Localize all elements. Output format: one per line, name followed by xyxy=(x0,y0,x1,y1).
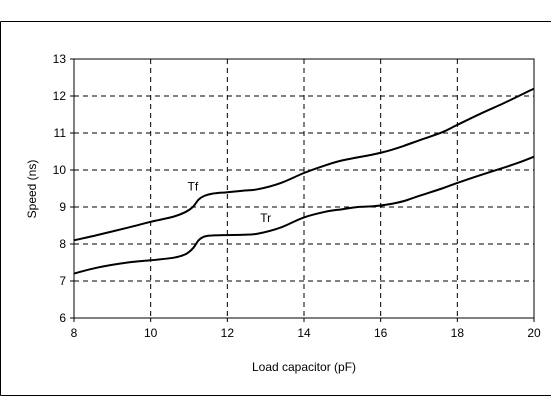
y-tick-label: 7 xyxy=(59,274,66,288)
y-tick-label: 6 xyxy=(59,311,66,325)
y-tick-label: 8 xyxy=(59,237,66,251)
y-tick-label: 9 xyxy=(59,200,66,214)
x-tick-label: 8 xyxy=(71,326,78,340)
series-annotation-tf: Tf xyxy=(187,179,198,193)
x-tick-label: 18 xyxy=(451,326,465,340)
x-axis-label: Load capacitor (pF) xyxy=(252,360,356,374)
x-tick-label: 14 xyxy=(297,326,311,340)
series-annotation-tr: Tr xyxy=(260,211,271,225)
axis-ticks xyxy=(70,58,535,322)
series-line-tf xyxy=(73,87,535,242)
y-tick-label: 11 xyxy=(54,126,67,140)
grid-lines xyxy=(74,59,534,318)
y-tick-label: 13 xyxy=(53,52,67,66)
series-line-tr xyxy=(73,155,535,275)
x-tick-label: 10 xyxy=(144,326,158,340)
y-tick-label: 12 xyxy=(53,89,67,103)
series-lines xyxy=(73,87,535,275)
x-tick-label: 16 xyxy=(374,326,388,340)
x-tick-label: 12 xyxy=(221,326,235,340)
y-axis-label: Speed (ns) xyxy=(25,160,39,219)
y-tick-labels: 6 7 8 9 10 11 12 13 xyxy=(53,52,67,325)
x-tick-label: 20 xyxy=(527,326,541,340)
y-tick-label: 10 xyxy=(53,163,67,177)
x-tick-labels: 8 10 12 14 16 18 20 xyxy=(71,326,541,340)
series-annotations: Tf Tr xyxy=(187,179,271,224)
